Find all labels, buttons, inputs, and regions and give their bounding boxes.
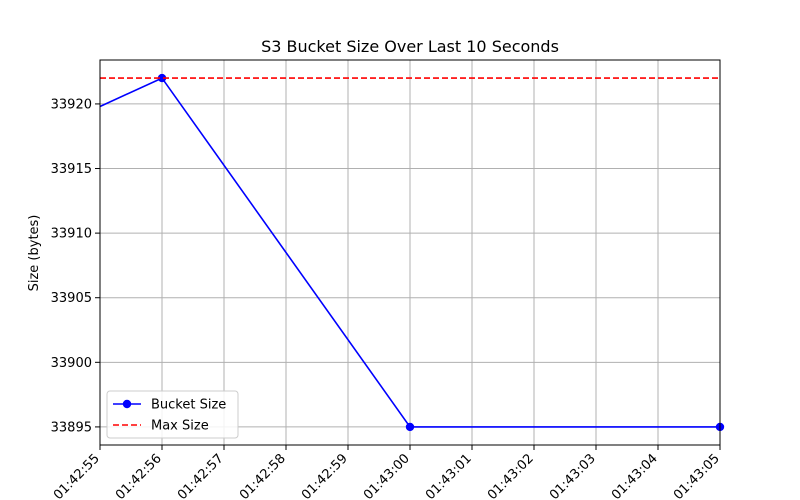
legend-label: Bucket Size (151, 398, 226, 413)
legend-marker-bucket-size (122, 399, 132, 409)
bucket-size-point (405, 422, 415, 432)
y-tick-label: 33895 (51, 420, 92, 435)
y-tick-label: 33910 (51, 227, 92, 242)
y-tick-label: 33900 (51, 356, 92, 371)
y-axis-label: Size (bytes) (27, 215, 42, 292)
y-tick-label: 33920 (51, 97, 92, 112)
chart-title: S3 Bucket Size Over Last 10 Seconds (261, 37, 559, 56)
bucket-size-point (157, 73, 167, 83)
bucket-size-line (99, 77, 720, 428)
legend-label: Max Size (151, 419, 209, 434)
legend-box (106, 390, 239, 439)
y-tick-label: 33905 (51, 291, 92, 306)
y-tick-label: 33915 (51, 162, 92, 177)
legend: Bucket Size Max Size (106, 390, 239, 439)
